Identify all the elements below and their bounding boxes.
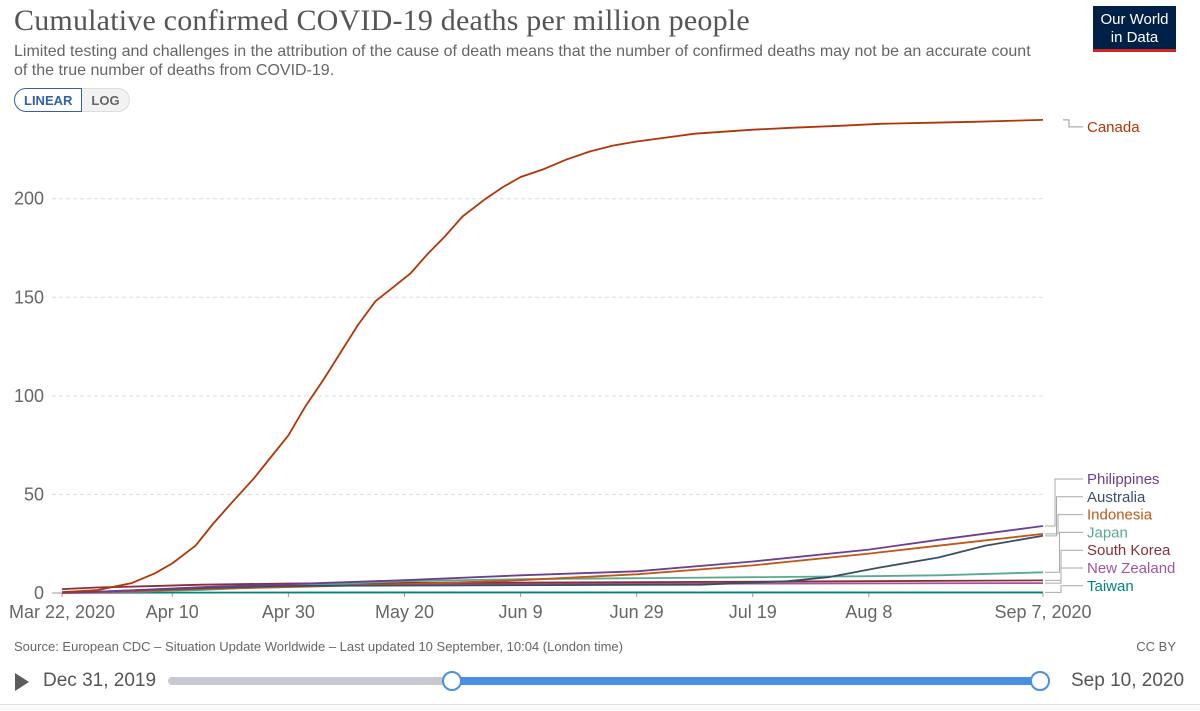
y-tick-label: 100 bbox=[14, 386, 44, 406]
timeline-slider: Dec 31, 2019 Sep 10, 2020 bbox=[0, 664, 1200, 704]
legend-label-taiwan: Taiwan bbox=[1087, 578, 1134, 595]
timeline-start-handle[interactable] bbox=[442, 671, 463, 691]
chart-title: Cumulative confirmed COVID-19 deaths per… bbox=[14, 4, 750, 37]
timeline-end-label: Sep 10, 2020 bbox=[1071, 670, 1185, 691]
y-tick-label: 50 bbox=[24, 484, 44, 504]
x-tick-label: Apr 10 bbox=[146, 602, 199, 622]
timeline-track[interactable] bbox=[168, 671, 1050, 691]
license-link[interactable]: CC BY bbox=[1136, 639, 1176, 654]
series-line-south-korea bbox=[61, 579, 1044, 590]
log-scale-button[interactable]: LOG bbox=[82, 88, 130, 112]
series-line-taiwan bbox=[61, 591, 1043, 594]
legend-connector bbox=[1045, 567, 1083, 584]
legend-label-south-korea: South Korea bbox=[1087, 542, 1171, 559]
y-tick-label: 200 bbox=[14, 189, 44, 209]
legend-label-new-zealand: New Zealand bbox=[1087, 560, 1175, 577]
line-chart: 0 50 100 150 200 Mar 22, 2020 Apr 10 Apr 30 May … bbox=[9, 119, 1175, 622]
series-line-canada bbox=[61, 119, 1044, 594]
owid-logo[interactable]: Our World in Data bbox=[1093, 6, 1176, 52]
timeline-selected-range[interactable] bbox=[452, 677, 1040, 685]
legend-connector bbox=[1045, 585, 1083, 593]
x-tick-label: Sep 7, 2020 bbox=[994, 602, 1091, 622]
scale-toggle: LINEAR LOG bbox=[14, 88, 130, 112]
legend-label-australia: Australia bbox=[1087, 489, 1146, 506]
legend-connector bbox=[1045, 478, 1083, 527]
timeline-start-label: Dec 31, 2019 bbox=[43, 670, 157, 691]
legend-connector bbox=[1045, 549, 1083, 581]
legend-label-indonesia: Indonesia bbox=[1087, 507, 1153, 524]
y-tick-label: 0 bbox=[34, 583, 44, 603]
source-note[interactable]: Source: European CDC – Situation Update … bbox=[14, 639, 623, 654]
legend-label-japan: Japan bbox=[1087, 524, 1128, 541]
y-tick-label: 150 bbox=[14, 287, 44, 307]
series-line-philippines bbox=[61, 525, 1044, 594]
logo-line-2: in Data bbox=[1110, 29, 1159, 46]
x-tick-label: May 20 bbox=[375, 602, 434, 622]
x-tick-label: Aug 8 bbox=[845, 602, 892, 622]
x-tick-label: Jun 29 bbox=[610, 602, 664, 622]
legend-label-philippines: Philippines bbox=[1087, 471, 1160, 488]
x-tick-label: Jul 19 bbox=[729, 602, 777, 622]
legend-connector bbox=[1045, 496, 1083, 537]
legend-connector bbox=[1063, 119, 1083, 128]
x-tick-label: Jun 9 bbox=[499, 602, 543, 622]
tab-bar-strip bbox=[0, 704, 1200, 711]
x-tick-label: Apr 30 bbox=[262, 602, 315, 622]
legend-label-canada: Canada bbox=[1087, 119, 1140, 136]
x-tick-label: Mar 22, 2020 bbox=[9, 602, 115, 622]
play-icon[interactable] bbox=[15, 673, 29, 691]
timeline-end-handle[interactable] bbox=[1030, 671, 1050, 691]
logo-line-1: Our World bbox=[1100, 11, 1169, 28]
linear-scale-button[interactable]: LINEAR bbox=[14, 88, 83, 112]
chart-subtitle: Limited testing and challenges in the at… bbox=[14, 43, 1031, 79]
legend-connector bbox=[1045, 514, 1083, 535]
legend-connector bbox=[1045, 531, 1083, 573]
